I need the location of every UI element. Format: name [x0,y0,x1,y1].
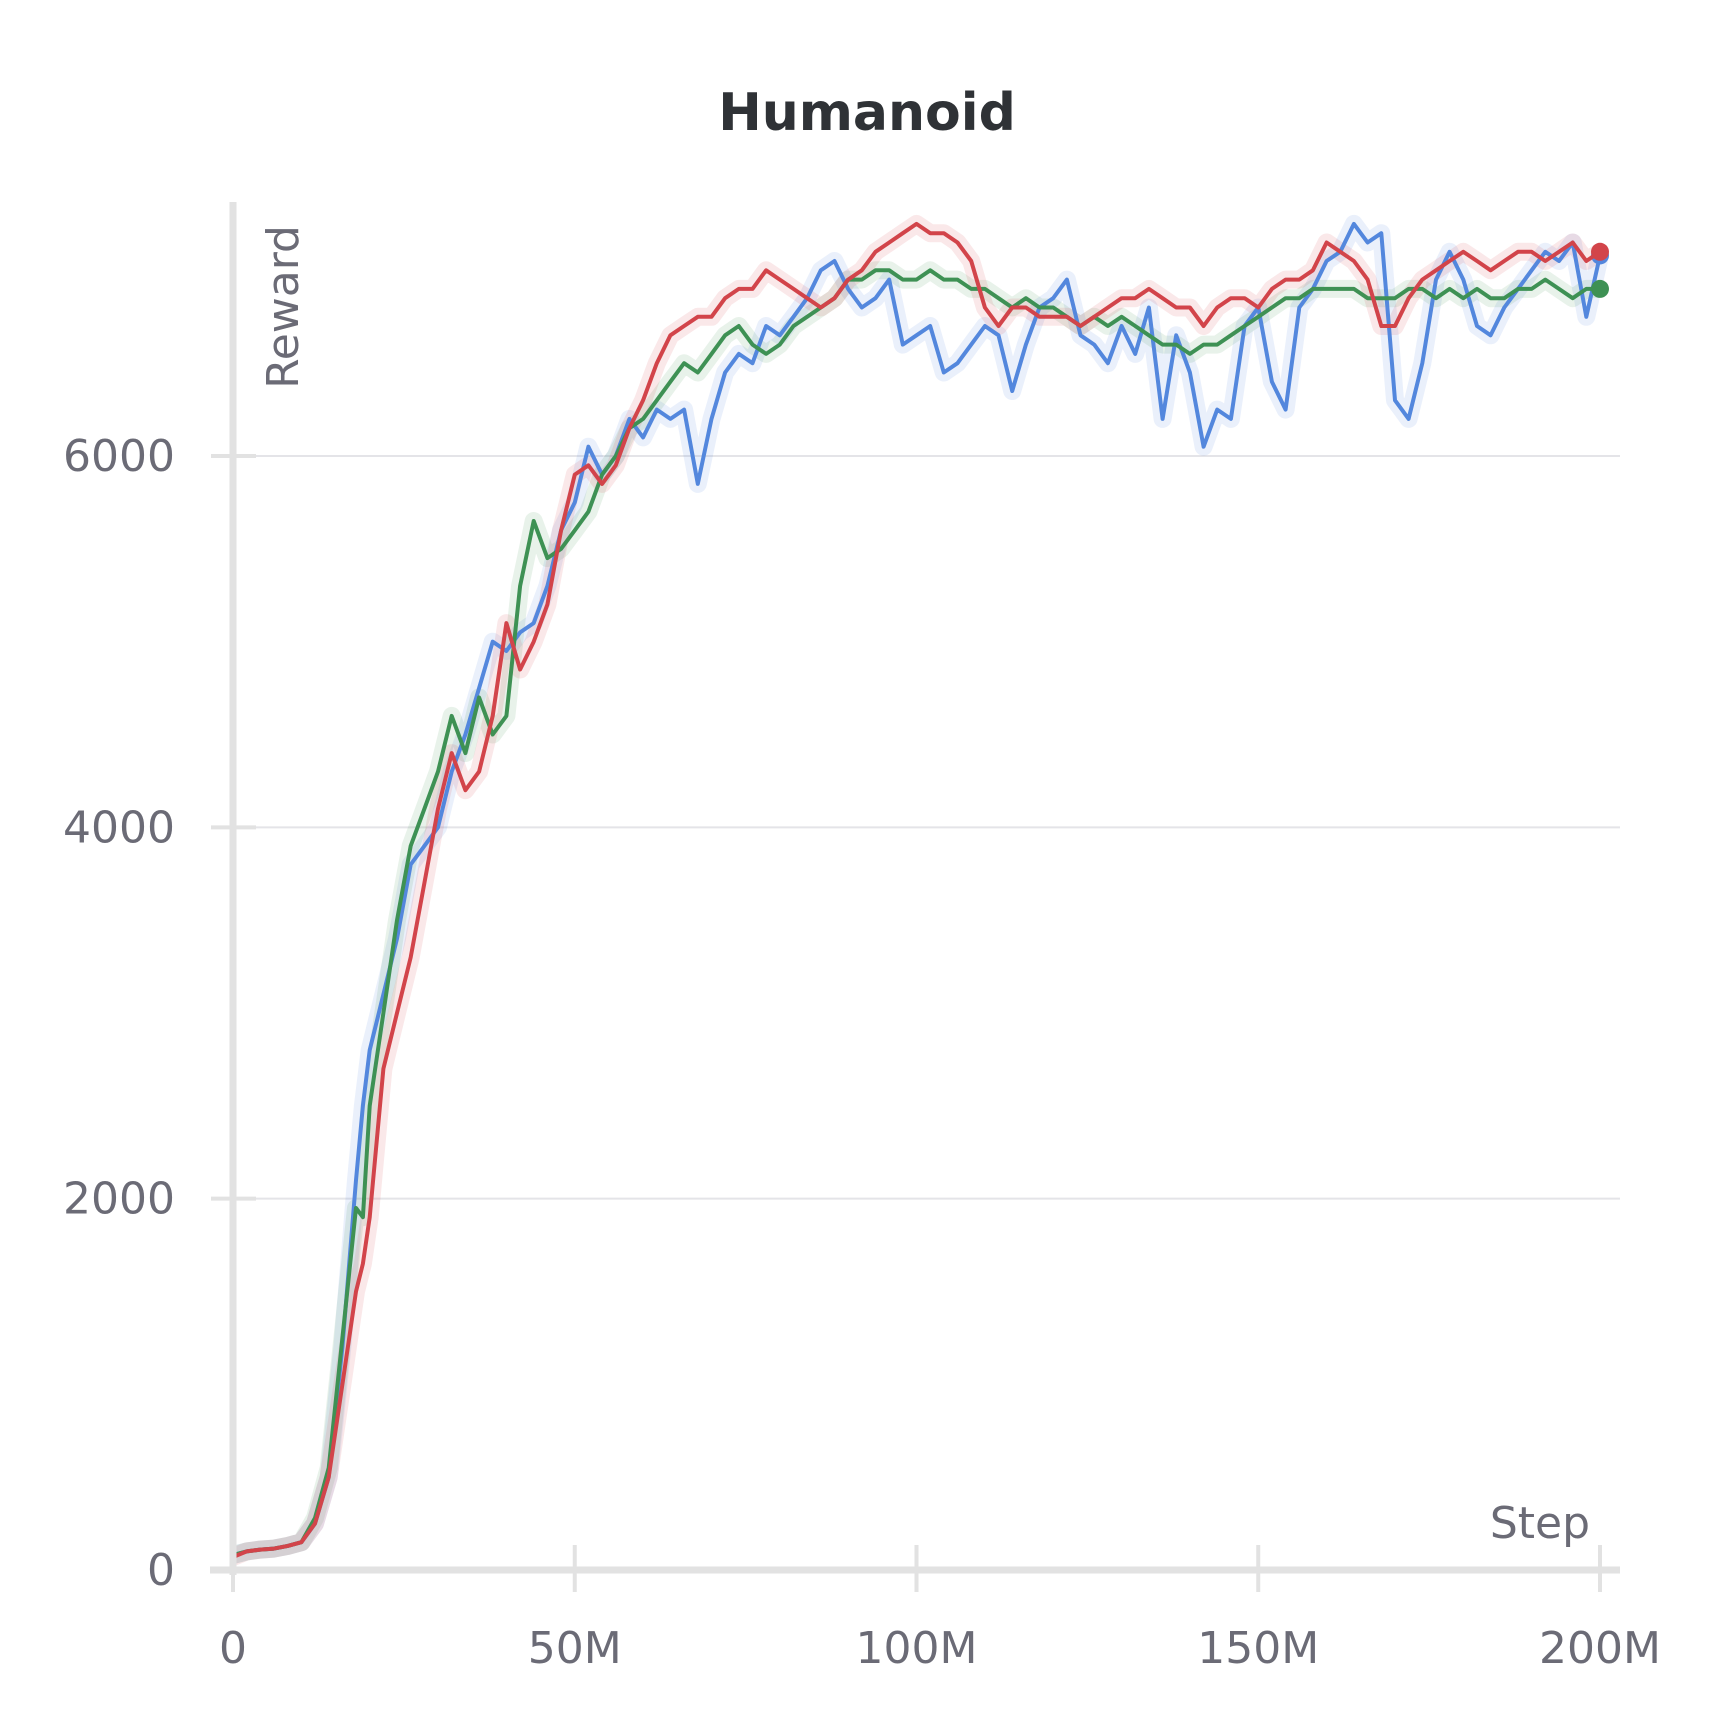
x-tick-label: 100M [856,1623,978,1674]
x-tick-label: 50M [528,1623,622,1674]
series-band-3 [229,214,1606,1566]
series-line-3 [232,221,1602,1559]
chart-title: Humanoid [718,83,1016,143]
y-tick-label: 6000 [63,431,175,482]
series-end-point-2 [1591,279,1609,298]
y-tick-label: 2000 [63,1174,175,1225]
series-band-1 [230,214,1609,1564]
series-line-1 [232,221,1602,1558]
series-bands [229,214,1609,1566]
series-end-point-3 [1591,242,1609,261]
series-band-2 [230,261,1600,1564]
x-axis-label: Step [1490,1498,1590,1549]
series-lines [232,221,1609,1559]
series-line-2 [232,268,1600,1558]
y-tick-label: 0 [147,1545,175,1596]
x-tick-label: 150M [1197,1623,1319,1674]
ticks: 0 2000 4000 6000 0 50M 100M 150M 200M [63,431,1661,1674]
x-tick-label: 200M [1539,1623,1661,1674]
x-tick-label: 0 [219,1623,247,1674]
grid [233,455,1620,1200]
y-axis-label: Reward [258,225,309,389]
y-tick-label: 4000 [63,802,175,853]
